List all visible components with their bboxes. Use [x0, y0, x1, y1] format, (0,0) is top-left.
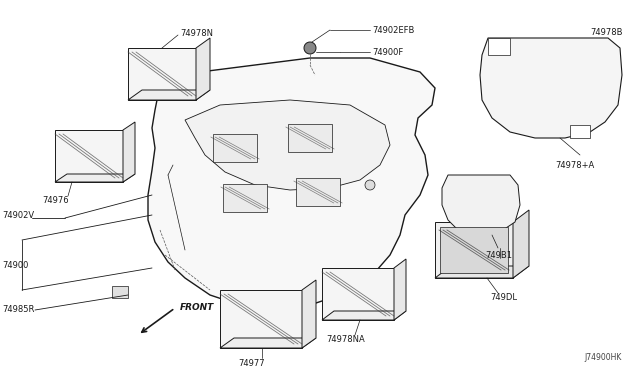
Polygon shape [288, 124, 332, 152]
Text: 74985R: 74985R [2, 305, 35, 314]
Text: 74978+A: 74978+A [555, 160, 595, 170]
Polygon shape [442, 175, 520, 235]
Text: FRONT: FRONT [180, 304, 214, 312]
Polygon shape [55, 130, 123, 182]
Polygon shape [296, 178, 340, 206]
Text: 74900: 74900 [2, 260, 28, 269]
Text: 74976: 74976 [42, 196, 68, 205]
Polygon shape [128, 48, 196, 100]
Text: 74902EFB: 74902EFB [372, 26, 414, 35]
Polygon shape [435, 266, 529, 278]
Polygon shape [394, 259, 406, 320]
Polygon shape [488, 38, 510, 55]
Polygon shape [480, 38, 622, 138]
Polygon shape [185, 100, 390, 190]
Text: 74978NA: 74978NA [326, 336, 365, 344]
Text: 74902V: 74902V [2, 211, 34, 219]
Polygon shape [123, 122, 135, 182]
Polygon shape [112, 286, 128, 298]
Text: 749B1: 749B1 [485, 250, 512, 260]
Polygon shape [55, 174, 135, 182]
Polygon shape [322, 311, 406, 320]
Text: 74978N: 74978N [180, 29, 213, 38]
Polygon shape [213, 134, 257, 162]
Polygon shape [570, 125, 590, 138]
Text: 749DL: 749DL [490, 294, 517, 302]
Text: J74900HK: J74900HK [584, 353, 622, 362]
Polygon shape [440, 227, 508, 273]
Polygon shape [302, 280, 316, 348]
Circle shape [365, 180, 375, 190]
Polygon shape [322, 268, 394, 320]
Polygon shape [513, 210, 529, 278]
Polygon shape [220, 290, 302, 348]
Polygon shape [128, 90, 210, 100]
Text: 74978B: 74978B [590, 28, 623, 36]
Text: 74977: 74977 [238, 359, 264, 368]
Polygon shape [148, 58, 435, 308]
Polygon shape [435, 222, 513, 278]
Circle shape [304, 42, 316, 54]
Polygon shape [220, 338, 316, 348]
Polygon shape [196, 38, 210, 100]
Polygon shape [223, 184, 267, 212]
Text: 74900F: 74900F [372, 48, 403, 57]
